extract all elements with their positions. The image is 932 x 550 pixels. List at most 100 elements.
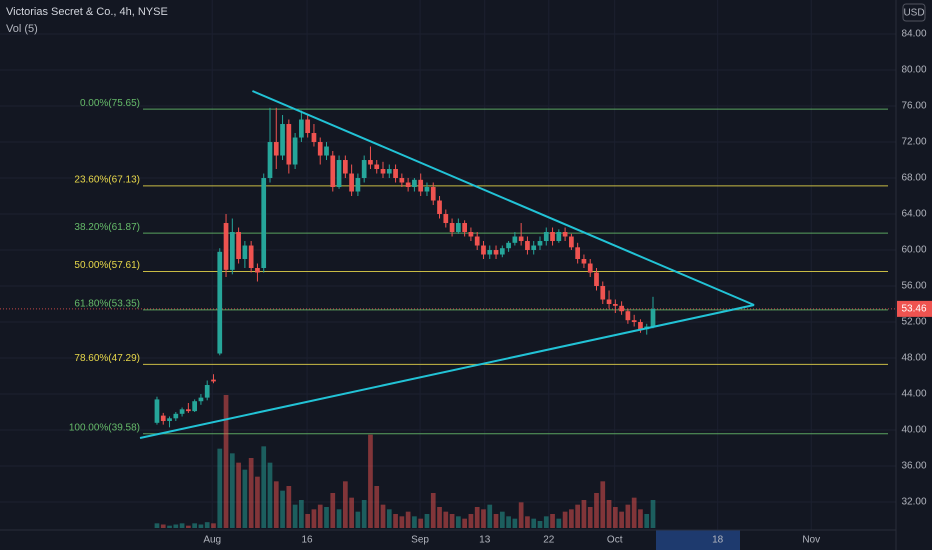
volume-bar xyxy=(437,507,442,528)
volume-bar xyxy=(493,514,499,528)
candle-body xyxy=(424,187,430,192)
candle-body xyxy=(336,160,342,188)
volume-bar xyxy=(368,434,373,528)
candle-body xyxy=(317,142,323,156)
volume-bar xyxy=(594,493,599,528)
volume-bar xyxy=(430,493,436,528)
volume-bar xyxy=(506,516,511,528)
volume-bar xyxy=(518,502,524,528)
volume-bar xyxy=(569,509,574,528)
candle-body xyxy=(569,236,574,248)
volume-bar xyxy=(361,500,367,528)
candle-body xyxy=(160,415,166,422)
candle-body xyxy=(204,385,210,398)
volume-bar xyxy=(581,500,587,528)
candle-body xyxy=(324,146,329,156)
candle-body xyxy=(550,232,555,242)
candle-body xyxy=(518,236,524,242)
x-tick-label: 16 xyxy=(301,535,313,546)
volume-bar xyxy=(474,507,480,528)
volume-bar xyxy=(631,497,637,528)
volume-bar xyxy=(525,516,530,528)
volume-bar xyxy=(612,507,618,528)
volume-bar xyxy=(550,514,555,528)
chart-title: Victorias Secret & Co., 4h, NYSE xyxy=(6,6,168,18)
volume-bar xyxy=(242,469,248,528)
y-tick-label: 72.00 xyxy=(901,137,926,148)
candle-body xyxy=(242,245,248,260)
candle-body xyxy=(292,137,298,165)
volume-bar xyxy=(198,524,204,528)
volume-bar xyxy=(160,524,166,528)
candle-body xyxy=(631,320,637,323)
volume-bar xyxy=(255,476,260,528)
volume-bar xyxy=(173,524,179,528)
candle-body xyxy=(499,248,505,255)
candle-body xyxy=(562,232,568,237)
candle-body xyxy=(305,119,311,134)
candle-body xyxy=(600,286,606,300)
candle-body xyxy=(512,236,518,243)
y-tick-label: 84.00 xyxy=(901,29,926,40)
candle-body xyxy=(493,250,499,255)
candle-body xyxy=(399,178,405,183)
volume-bar xyxy=(499,511,505,528)
candle-body xyxy=(437,200,442,215)
candle-body xyxy=(299,119,304,138)
candle-body xyxy=(211,379,216,382)
fib-label: 0.00%(75.65) xyxy=(80,98,140,109)
volume-bar xyxy=(575,504,581,528)
x-tick-label: Nov xyxy=(802,535,820,546)
x-tick-label: Sep xyxy=(411,535,429,546)
candle-body xyxy=(192,401,198,412)
candle-body xyxy=(506,242,511,249)
candle-body xyxy=(273,142,279,156)
volume-bar xyxy=(537,521,543,528)
indicator-label: Vol (5) xyxy=(6,23,38,35)
candle-body xyxy=(223,223,229,270)
volume-bar xyxy=(487,504,493,528)
volume-bar xyxy=(449,514,455,528)
candle-body xyxy=(449,223,455,233)
y-tick-label: 36.00 xyxy=(901,461,926,472)
volume-bar xyxy=(342,481,348,528)
volume-bar xyxy=(374,486,380,528)
fib-label: 23.60%(67.13) xyxy=(74,174,140,185)
candle-body xyxy=(543,232,549,242)
x-tick-label: 22 xyxy=(543,535,555,546)
candle-body xyxy=(619,305,624,312)
candle-body xyxy=(537,241,543,246)
volume-bar xyxy=(167,525,172,528)
volume-bar xyxy=(456,516,461,528)
candle-body xyxy=(581,259,587,264)
volume-bar xyxy=(192,523,198,528)
currency-box[interactable] xyxy=(902,3,926,22)
candle-body xyxy=(443,214,449,224)
volume-bar xyxy=(336,509,342,528)
candle-body xyxy=(173,413,179,419)
candle-body xyxy=(405,182,411,188)
candle-body xyxy=(248,245,254,269)
candle-body xyxy=(474,236,480,246)
volume-bar xyxy=(543,516,549,528)
fib-label: 78.60%(47.29) xyxy=(74,353,140,364)
volume-bar xyxy=(311,509,317,528)
candle-body xyxy=(456,223,461,233)
y-tick-label: 80.00 xyxy=(901,65,926,76)
candle-body xyxy=(368,160,373,165)
volume-bar xyxy=(462,518,467,528)
y-tick-label: 48.00 xyxy=(901,353,926,364)
y-tick-label: 64.00 xyxy=(901,209,926,220)
volume-bar xyxy=(512,518,518,528)
candle-body xyxy=(267,142,273,179)
candle-body xyxy=(342,160,348,174)
y-tick-label: 56.00 xyxy=(901,281,926,292)
candle-body xyxy=(393,169,398,179)
candle-body xyxy=(255,268,260,273)
volume-bar xyxy=(481,509,486,528)
candle-body xyxy=(462,223,467,233)
x-tick-label: 18 xyxy=(712,535,724,546)
